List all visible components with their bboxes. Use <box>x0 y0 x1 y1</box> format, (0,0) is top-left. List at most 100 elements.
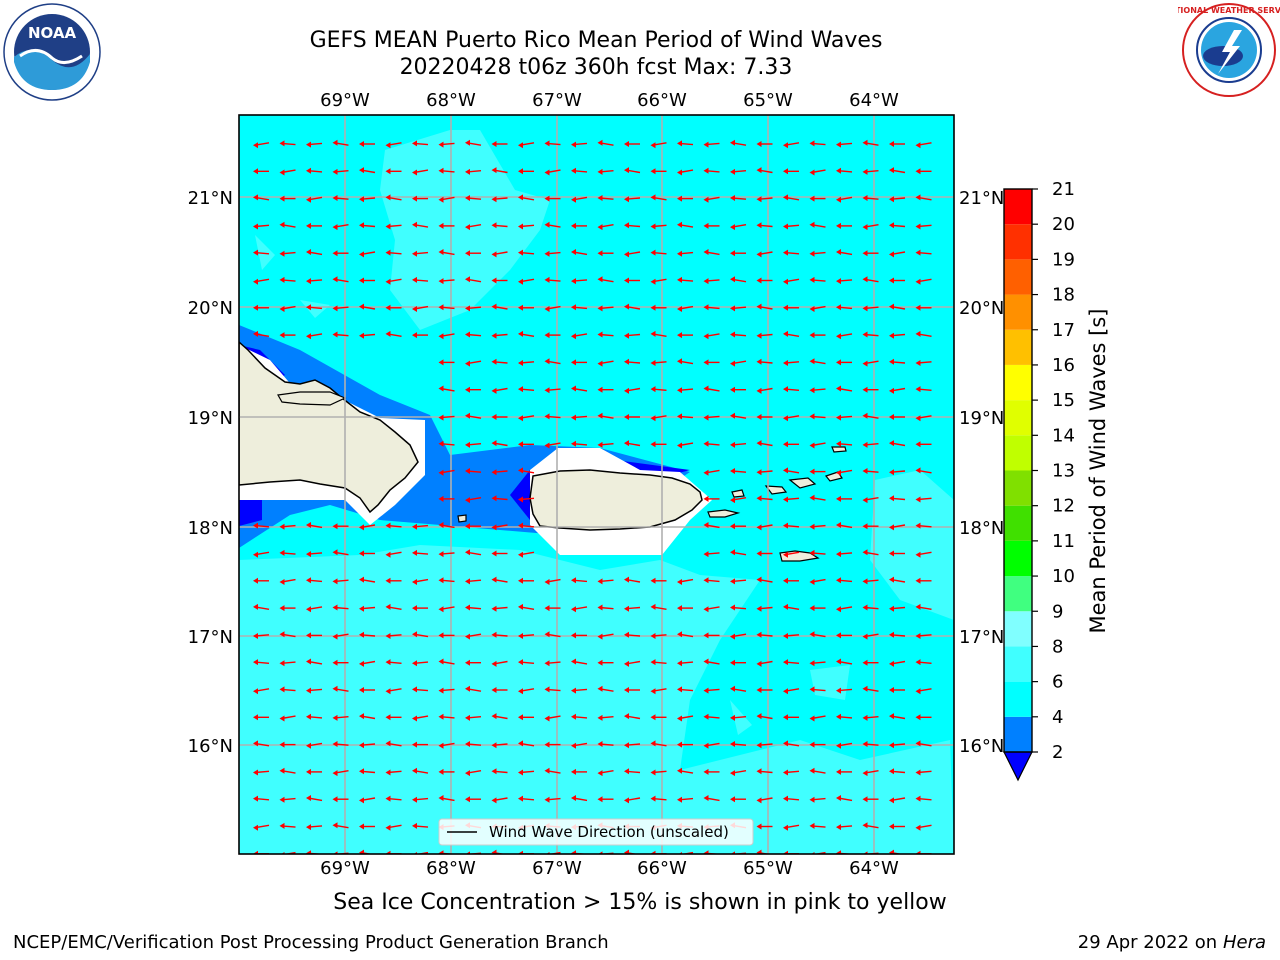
wind-arrow-head <box>491 277 497 284</box>
wind-arrow-head <box>438 850 444 854</box>
wind-arrow-head <box>465 468 470 474</box>
wind-arrow-head <box>703 687 709 694</box>
wind-arrow-head <box>306 632 311 639</box>
wind-arrow-head <box>412 195 417 202</box>
wind-arrow-head <box>253 249 258 256</box>
wind-arrow-head <box>491 358 497 365</box>
wind-arrow-head <box>836 850 841 854</box>
wind-arrow-head <box>332 549 338 556</box>
wind-arrow-head <box>465 386 470 393</box>
wind-arrow-head <box>677 250 682 257</box>
wind-arrow-head <box>491 605 497 612</box>
wind-arrow-head <box>862 139 868 146</box>
colorbar-segment <box>1004 259 1032 295</box>
wind-arrow-head <box>703 359 709 366</box>
wind-arrow-head <box>836 222 841 229</box>
wind-arrow-head <box>624 332 629 339</box>
wind-arrow-head <box>253 795 258 802</box>
wind-arrow-head <box>756 550 762 557</box>
wind-arrow-head <box>253 142 258 149</box>
wind-arrow-head <box>597 386 603 393</box>
wind-arrow-head <box>465 549 470 556</box>
wind-arrow-head <box>253 714 258 721</box>
wind-arrow-head <box>889 687 894 693</box>
wind-arrow-head <box>836 768 841 775</box>
wind-arrow-head <box>359 550 364 557</box>
colorbar-segment <box>1004 716 1032 752</box>
wind-arrow-head <box>253 740 258 747</box>
wind-arrow-head <box>836 249 841 255</box>
lat-labels-left: 21°N 20°N 19°N 18°N 17°N 16°N <box>188 188 233 757</box>
hispaniola-land <box>239 340 419 514</box>
wind-arrow-head <box>253 304 258 311</box>
wind-arrow-head <box>306 141 311 148</box>
wind-arrow-head <box>730 796 735 803</box>
wind-arrow-head <box>862 770 868 777</box>
wind-arrow-head <box>756 742 762 749</box>
chart-title: GEFS MEAN Puerto Rico Mean Period of Win… <box>309 28 883 53</box>
wind-arrow-head <box>783 142 788 149</box>
wind-arrow-head <box>730 523 735 530</box>
wind-arrow-head <box>359 167 364 174</box>
wind-arrow-head <box>703 414 709 421</box>
wind-arrow-head <box>650 415 656 422</box>
wind-arrow-head <box>862 386 868 393</box>
wind-arrow-head <box>571 742 576 749</box>
wind-arrow-head <box>438 713 444 720</box>
wind-arrow-head <box>836 278 841 285</box>
wind-arrow-head <box>730 685 735 692</box>
wind-arrow-head <box>571 278 576 285</box>
wind-arrow-head <box>465 497 470 504</box>
wind-arrow-head <box>703 196 709 203</box>
wind-arrow-head <box>836 141 841 148</box>
wind-arrow-head <box>730 770 735 777</box>
wind-arrow-head <box>730 305 735 312</box>
wind-arrow-head <box>412 276 417 283</box>
wind-arrow-head <box>412 660 417 667</box>
wind-arrow-head <box>465 604 470 611</box>
wind-arrow-head <box>730 633 735 640</box>
colorbar-tick-label: 17 <box>1052 320 1075 341</box>
wind-arrow-head <box>465 305 470 312</box>
wind-arrow-head <box>624 742 629 749</box>
wind-arrow-head <box>359 713 364 720</box>
colorbar-tick-label: 12 <box>1052 496 1075 517</box>
wind-arrow-head <box>279 686 285 693</box>
wind-arrow-head <box>597 360 603 367</box>
wind-arrow-head <box>253 330 258 337</box>
wind-arrow-head <box>438 632 444 639</box>
wind-arrow-head <box>889 823 894 830</box>
wind-arrow-head <box>783 223 788 230</box>
wind-arrow-head <box>412 741 417 748</box>
wind-arrow-head <box>359 222 364 229</box>
wind-arrow-head <box>571 606 576 613</box>
wind-arrow-head <box>915 415 921 422</box>
colorbar-segment <box>1004 611 1032 647</box>
lon-labels-top: 69°W 68°W 67°W 66°W 65°W 64°W <box>320 90 899 111</box>
wind-arrow-head <box>889 414 894 420</box>
wind-arrow-head <box>730 741 735 747</box>
wind-arrow-head <box>862 741 868 747</box>
colorbar-tick-label: 18 <box>1052 285 1075 306</box>
wind-arrow-head <box>677 741 682 748</box>
wind-arrow-head <box>915 360 921 366</box>
wind-arrow-head <box>465 770 470 777</box>
wind-arrow-head <box>571 658 576 665</box>
wind-arrow-head <box>809 250 815 257</box>
wind-arrow-head <box>253 577 258 584</box>
wind-arrow-head <box>438 606 444 613</box>
wind-arrow-head <box>915 633 921 639</box>
wind-arrow-head <box>915 496 921 503</box>
wind-arrow-head <box>465 276 470 283</box>
wind-arrow-head <box>809 715 815 722</box>
wind-arrow-head <box>756 387 762 394</box>
wind-arrow-head <box>518 603 523 610</box>
wind-arrow-head <box>306 522 311 528</box>
lat-label: 20°N <box>959 298 1004 319</box>
wind-arrow-head <box>862 523 868 530</box>
wind-arrow-head <box>438 333 444 340</box>
wind-arrow-head <box>624 414 629 420</box>
wind-arrow-head <box>518 194 523 201</box>
footer-date-text: 29 Apr 2022 on <box>1077 932 1223 953</box>
